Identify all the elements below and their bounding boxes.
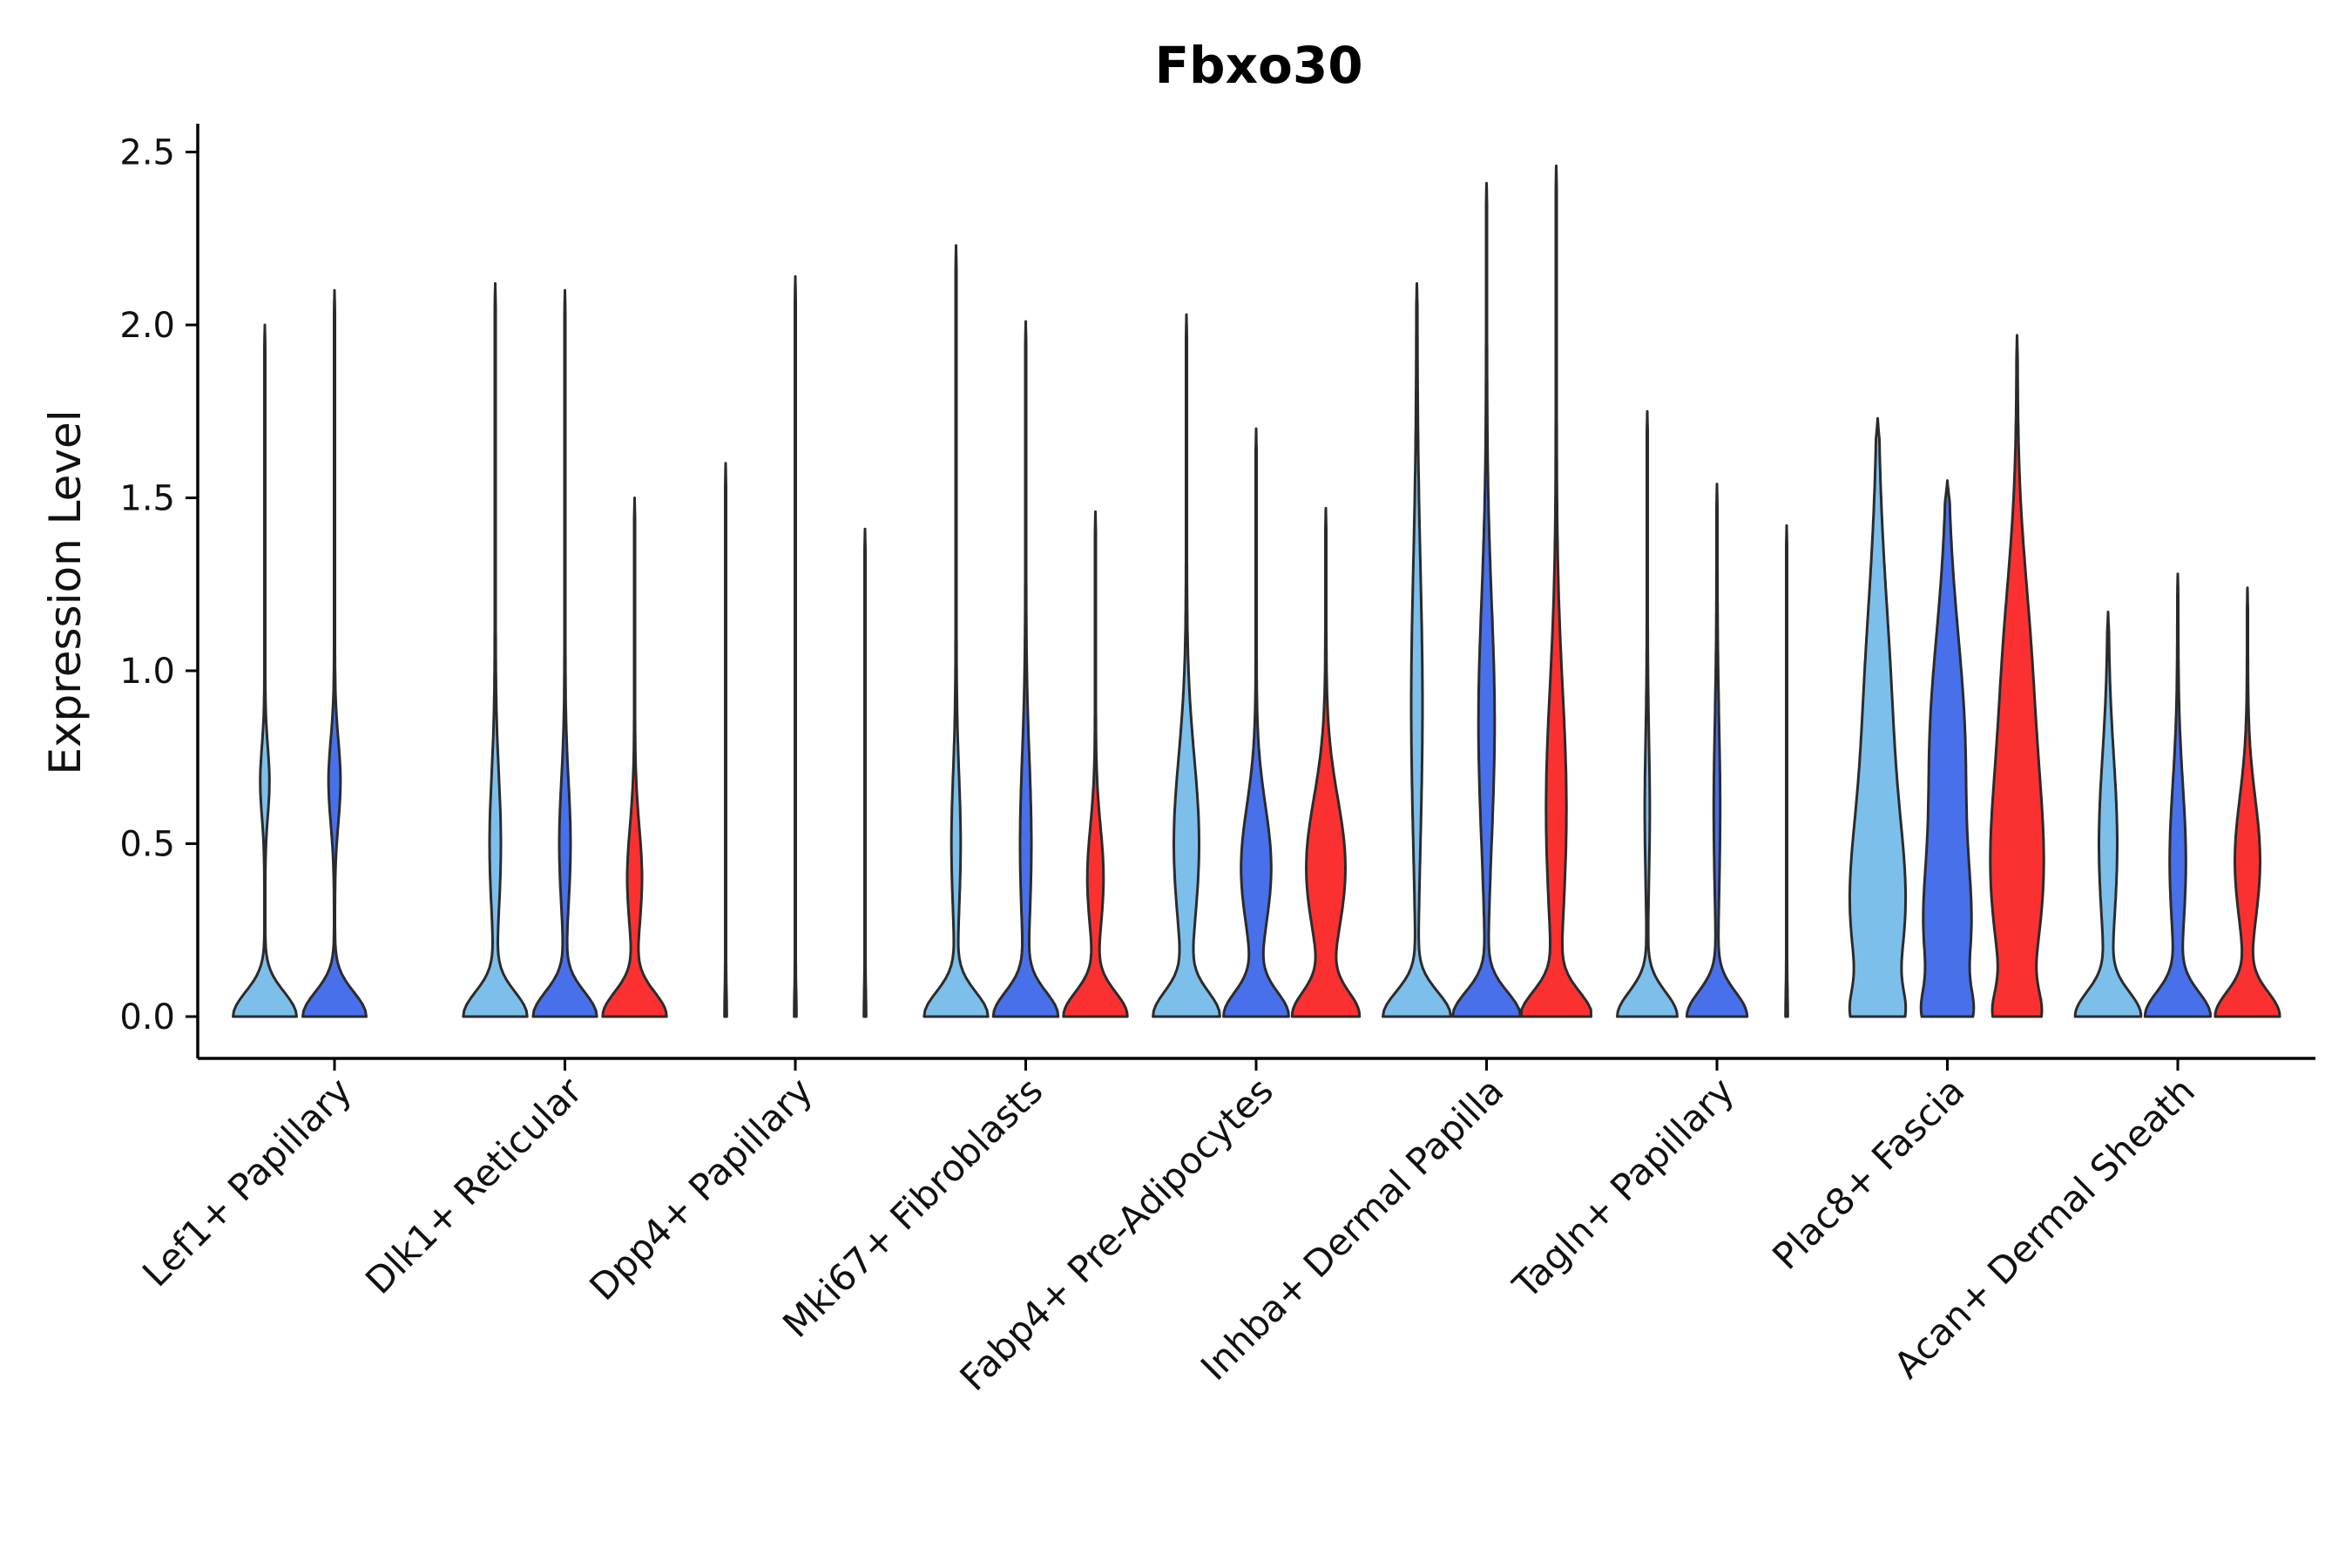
- violin: [531, 288, 598, 1018]
- y-tick-label: 2.5: [119, 133, 175, 173]
- y-axis-title: Expression Level: [40, 409, 91, 774]
- violin-group: [1382, 164, 1592, 1018]
- violin: [1062, 510, 1129, 1018]
- y-tick-label: 0.0: [119, 997, 175, 1037]
- violin: [793, 274, 798, 1018]
- violin: [723, 462, 728, 1018]
- x-tick-label: Mki67+ Fibroblasts: [774, 1069, 1051, 1345]
- chart-title: Fbxo30: [1154, 36, 1362, 95]
- violin-group: [2073, 572, 2281, 1018]
- violin-group: [723, 274, 868, 1018]
- violin: [862, 527, 868, 1018]
- violin: [1685, 483, 1749, 1018]
- x-tick-label: Plac8+ Fascia: [1764, 1069, 1972, 1277]
- y-tick-label: 2.0: [119, 306, 175, 346]
- x-tick-label: Tagln+ Papillary: [1504, 1069, 1742, 1307]
- violin: [232, 323, 298, 1018]
- plot-area: [232, 164, 2281, 1018]
- violin: [1222, 427, 1290, 1018]
- violin-group: [1616, 409, 1789, 1018]
- violin: [991, 320, 1060, 1018]
- violin-group: [1152, 313, 1362, 1018]
- violin: [1616, 409, 1679, 1018]
- violin: [2213, 586, 2281, 1018]
- violin: [1919, 479, 1976, 1018]
- violin: [2073, 611, 2143, 1018]
- violin-group: [462, 281, 668, 1018]
- violin: [1451, 181, 1522, 1018]
- violin: [301, 288, 368, 1018]
- violin: [1382, 281, 1452, 1018]
- violin: [1848, 416, 1908, 1018]
- y-tick-label: 0.5: [119, 825, 175, 865]
- violin: [1152, 313, 1221, 1018]
- violin: [1989, 334, 2045, 1018]
- violin: [601, 497, 668, 1018]
- violin: [1520, 164, 1592, 1018]
- violin: [2143, 572, 2213, 1018]
- y-tick-label: 1.5: [119, 479, 175, 519]
- x-tick-label: Lef1+ Papillary: [134, 1069, 360, 1294]
- violin-group: [923, 244, 1129, 1018]
- x-tick-label: Dlk1+ Reticular: [357, 1069, 591, 1302]
- violin: [462, 281, 529, 1018]
- x-tick-label: Dpp4+ Papillary: [581, 1069, 821, 1308]
- violin-group: [232, 288, 368, 1018]
- violin-group: [1848, 334, 2045, 1018]
- violin: [1784, 524, 1789, 1018]
- violin: [1290, 506, 1362, 1018]
- y-tick-label: 1.0: [119, 652, 175, 692]
- violin: [923, 244, 990, 1018]
